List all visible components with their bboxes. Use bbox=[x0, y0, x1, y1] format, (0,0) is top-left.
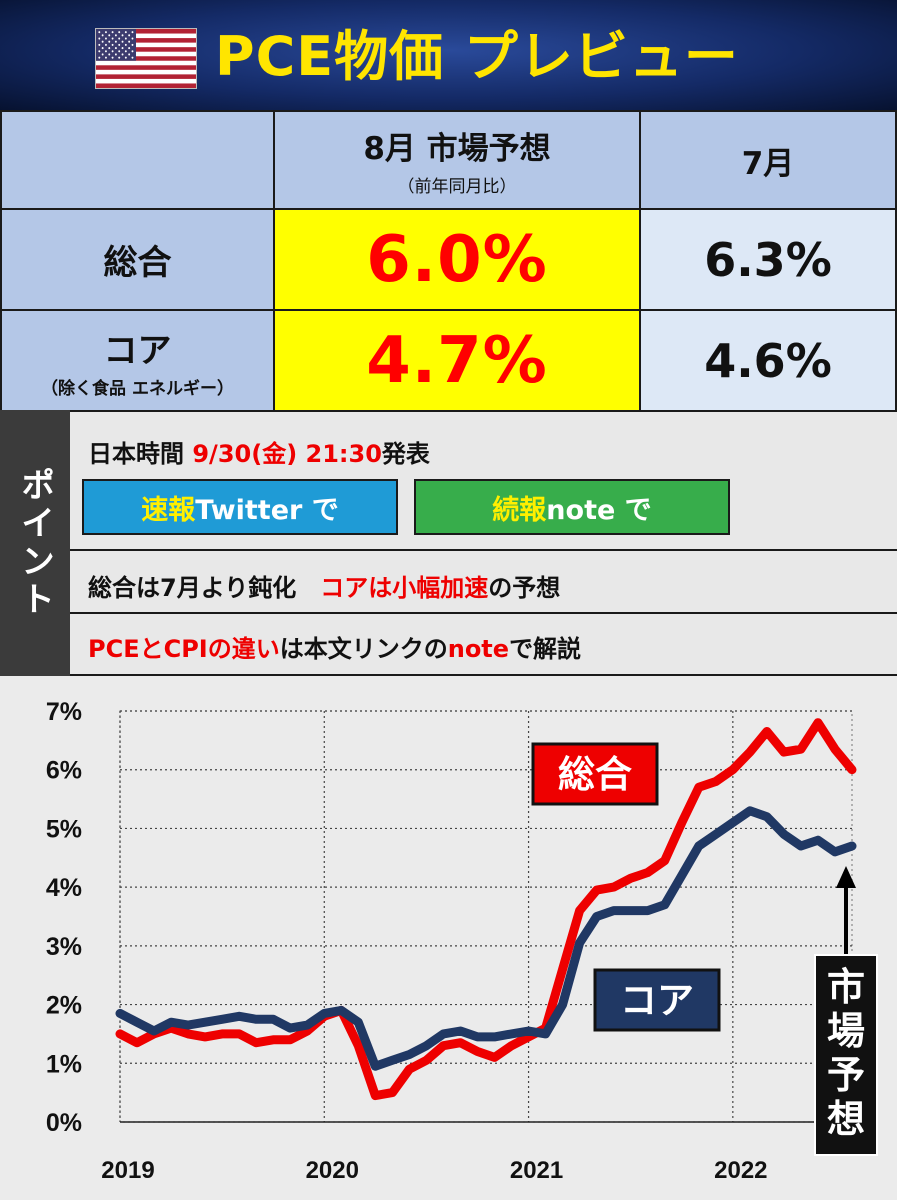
points-panel: 日本時間 9/30(金) 21:30発表 総合は7月より鈍化 コアは小幅加速の予… bbox=[70, 410, 897, 676]
explainer-part-c: note bbox=[447, 635, 510, 663]
forecast-label-char: 場 bbox=[827, 1009, 865, 1053]
core-forecast-value: 4.7% bbox=[366, 323, 548, 398]
headline-forecast-value: 6.0% bbox=[366, 222, 548, 297]
y-tick-label: 3% bbox=[46, 933, 82, 961]
core-forecast-cell: 4.7% bbox=[273, 309, 641, 412]
y-tick-label: 7% bbox=[46, 698, 82, 726]
page-title: PCE物価 プレビュー bbox=[215, 25, 739, 88]
plot-frame bbox=[119, 710, 853, 1123]
core-series-label-box bbox=[593, 968, 721, 1032]
core-series-label-text: コア bbox=[620, 979, 694, 1022]
core-previous-value: 4.6% bbox=[704, 333, 832, 388]
x-tick-label: 2021 bbox=[510, 1157, 563, 1184]
summary-part-c: の予想 bbox=[488, 574, 561, 602]
x-tick-label: 2019 bbox=[101, 1157, 154, 1184]
core-label: コア bbox=[103, 330, 172, 371]
table-corner-cell bbox=[0, 110, 275, 210]
release-line: 日本時間 9/30(金) 21:30発表 bbox=[88, 434, 430, 469]
y-tick-label: 4% bbox=[46, 874, 82, 902]
row-label-core: コア （除く食品 エネルギー） bbox=[0, 309, 275, 412]
note-button-label-a: 続報 bbox=[492, 494, 547, 526]
twitter-flash-button[interactable]: 速報 Twitter で bbox=[82, 479, 398, 535]
forecast-label-char: 市 bbox=[827, 965, 865, 1009]
headline-series-label-box bbox=[531, 742, 659, 806]
y-tick-label: 6% bbox=[46, 757, 82, 785]
forecast-header-cell: 8月 市場予想 （前年同月比） bbox=[273, 110, 641, 210]
core-series-line bbox=[115, 806, 857, 1071]
summary-line: 総合は7月より鈍化 コアは小幅加速の予想 bbox=[88, 568, 560, 603]
y-tick-label: 0% bbox=[46, 1109, 82, 1137]
x-tick-label: 2020 bbox=[306, 1157, 359, 1184]
forecast-label-box bbox=[814, 954, 878, 1156]
explainer-part-a: PCEとCPIの違い bbox=[88, 635, 280, 663]
forecast-header-title: 8月 市場予想 bbox=[363, 131, 551, 167]
headline-previous-value: 6.3% bbox=[704, 232, 832, 287]
y-tick-label: 5% bbox=[46, 815, 82, 843]
core-sublabel: （除く食品 エネルギー） bbox=[41, 378, 234, 399]
x-tick-label: 2022 bbox=[714, 1157, 767, 1184]
points-divider-2 bbox=[70, 612, 897, 614]
summary-part-a: 総合は7月より鈍化 bbox=[88, 574, 321, 602]
chart-area bbox=[0, 676, 897, 1200]
release-prefix: 日本時間 bbox=[88, 440, 193, 468]
release-suffix: 発表 bbox=[381, 440, 430, 468]
twitter-button-label-a: 速報 bbox=[141, 494, 196, 526]
headline-series-line bbox=[115, 718, 857, 1101]
twitter-button-label-b: Twitter で bbox=[195, 494, 339, 526]
explainer-part-b: は本文リンクの bbox=[279, 635, 448, 663]
header-banner: PCE物価 プレビュー bbox=[0, 0, 897, 112]
headline-label: 総合 bbox=[103, 243, 172, 283]
us-flag-icon bbox=[95, 28, 197, 89]
note-followup-button[interactable]: 続報 note で bbox=[414, 479, 730, 535]
previous-header-title: 7月 bbox=[741, 145, 795, 182]
y-tick-label: 1% bbox=[46, 1050, 82, 1078]
explainer-part-d: で解説 bbox=[509, 635, 582, 663]
points-side-label: ポイント bbox=[0, 410, 70, 676]
forecast-label-char: 予 bbox=[827, 1053, 865, 1097]
forecast-header-sub: （前年同月比） bbox=[397, 177, 517, 197]
points-side-text: ポイント bbox=[14, 467, 55, 619]
points-divider-1 bbox=[70, 549, 897, 551]
summary-part-b: コアは小幅加速 bbox=[320, 574, 489, 602]
headline-series-label-text: 総合 bbox=[558, 753, 632, 796]
headline-forecast-cell: 6.0% bbox=[273, 208, 641, 311]
explainer-line: PCEとCPIの違いは本文リンクのnoteで解説 bbox=[88, 629, 581, 664]
forecast-arrow-head bbox=[836, 866, 856, 888]
release-time: 9/30(金) 21:30 bbox=[192, 440, 382, 468]
y-tick-label: 2% bbox=[46, 992, 82, 1020]
forecast-label-char: 想 bbox=[827, 1097, 865, 1141]
note-button-label-b: note で bbox=[546, 494, 652, 526]
